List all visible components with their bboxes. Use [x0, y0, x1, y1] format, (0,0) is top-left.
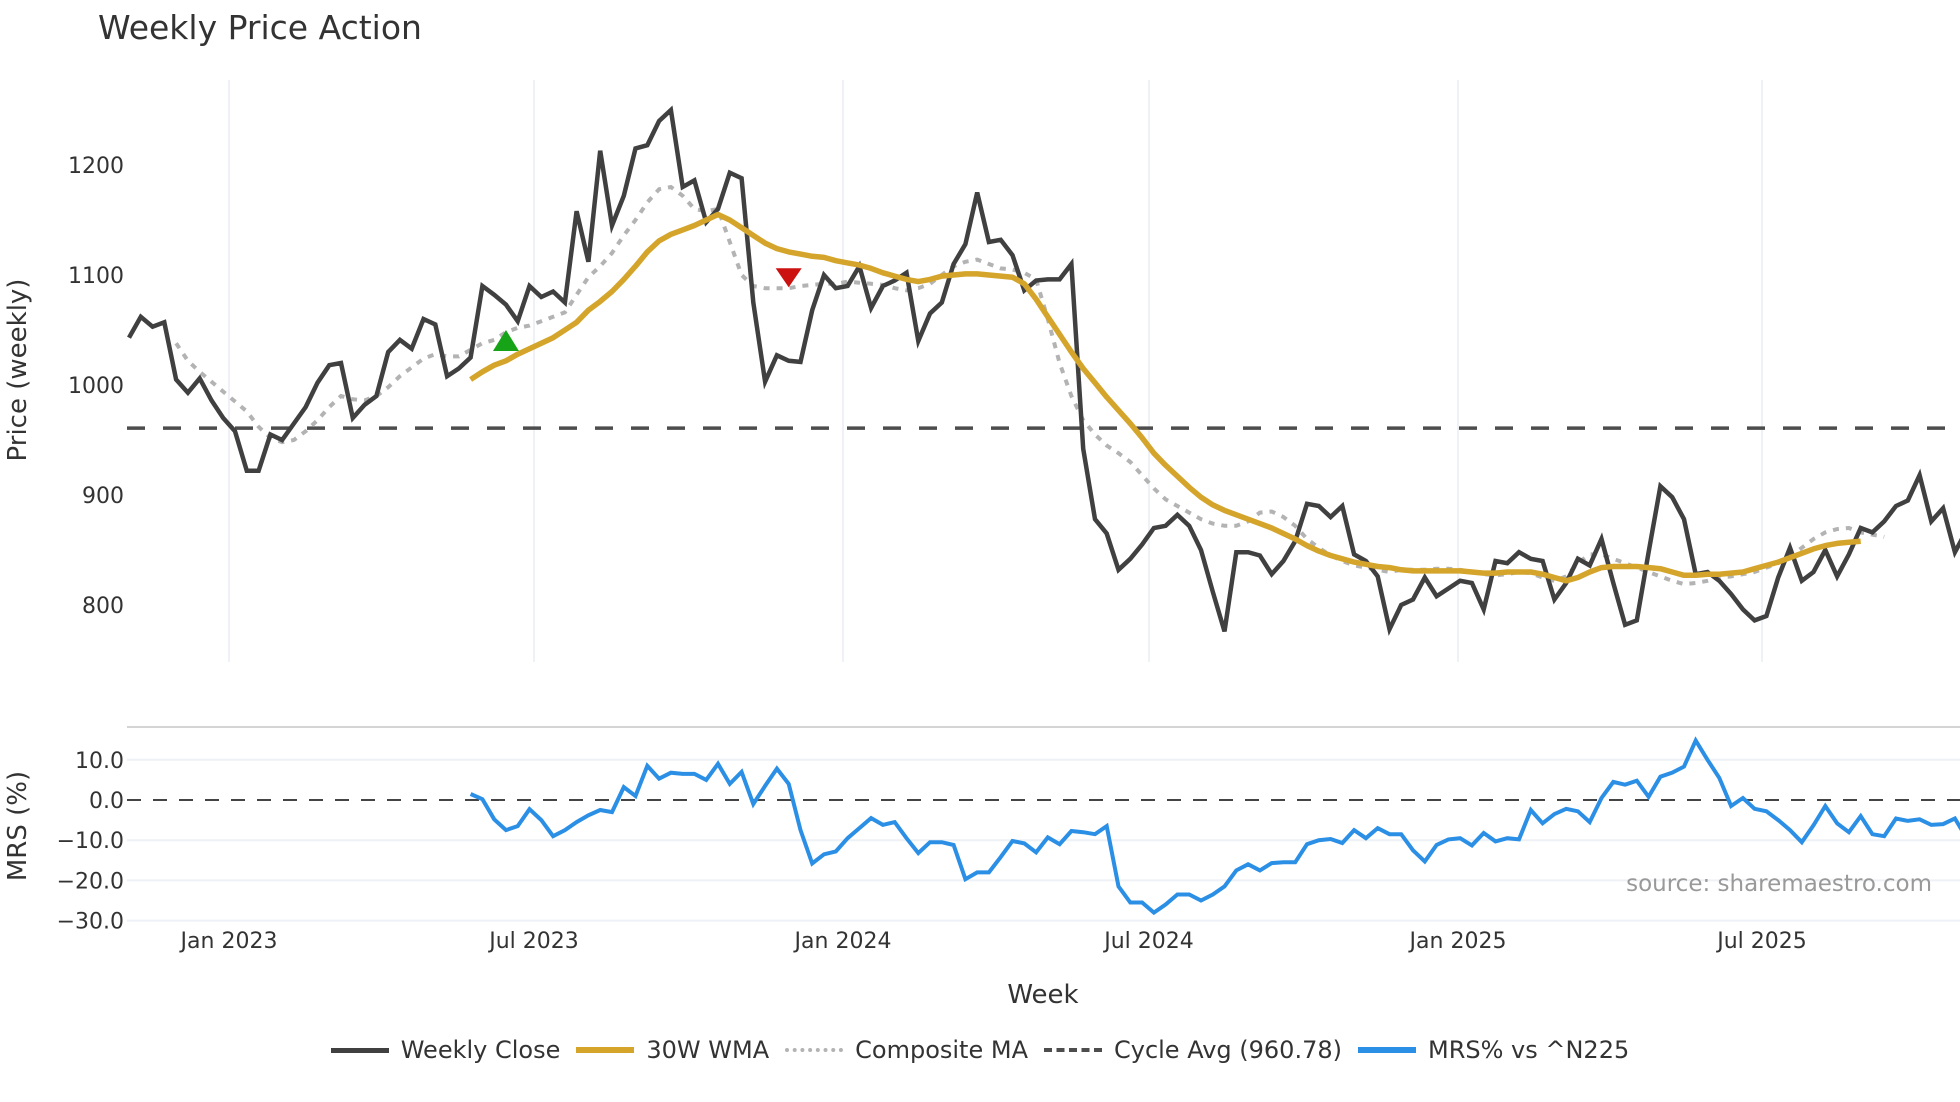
price-y-axis-title: Price (weekly): [3, 279, 33, 462]
x-axis-ticks: Jan 2023 Jul 2023 Jan 2024 Jul 2024 Jan 2025…: [179, 929, 1807, 954]
price-tick-label: 1200: [68, 154, 124, 179]
price-tick-label: 900: [82, 484, 124, 509]
wma-30w-line: [469, 211, 1861, 584]
composite-ma-line: [174, 184, 1885, 587]
chart-title: Weekly Price Action: [98, 8, 422, 47]
legend-swatch-dotted-gray-icon: [785, 1048, 844, 1052]
legend-label: Weekly Close: [400, 1036, 561, 1064]
legend-label: 30W WMA: [646, 1036, 770, 1064]
price-tick-label: 800: [82, 594, 124, 619]
legend-swatch-solid-dark-icon: [330, 1047, 389, 1053]
legend-item-composite-ma[interactable]: Composite MA: [785, 1036, 1028, 1064]
legend-label: MRS% vs ^N225: [1427, 1036, 1630, 1064]
x-tick-label: Jul 2023: [487, 929, 579, 954]
legend-item-30w-wma[interactable]: 30W WMA: [576, 1036, 769, 1064]
legend-label: Cycle Avg (960.78): [1113, 1036, 1342, 1064]
legend: Weekly Close 30W WMA Composite MA Cycle …: [0, 1036, 1960, 1064]
mrs-tick-label: −30.0: [57, 910, 124, 935]
mrs-line: [469, 736, 1960, 916]
mrs-tick-label: 10.0: [75, 749, 124, 774]
x-axis-title: Week: [1007, 980, 1078, 1010]
weekly-close-line: [127, 105, 1960, 636]
source-watermark: source: sharemaestro.com: [1626, 871, 1932, 897]
x-tick-label: Jul 2024: [1102, 929, 1194, 954]
price-y-axis-ticks: 800 900 1000 1100 1200: [68, 154, 124, 619]
mrs-tick-label: 0.0: [89, 789, 124, 814]
mrs-y-axis-ticks: −30.0 −20.0 −10.0 0.0 10.0: [57, 749, 124, 935]
legend-item-mrs[interactable]: MRS% vs ^N225: [1357, 1036, 1630, 1064]
legend-swatch-solid-blue-icon: [1357, 1047, 1416, 1053]
x-tick-label: Jul 2025: [1715, 929, 1807, 954]
price-tick-label: 1000: [68, 374, 124, 399]
sell-signal-triangle-down-icon: [775, 268, 802, 288]
legend-item-weekly-close[interactable]: Weekly Close: [330, 1036, 561, 1064]
legend-item-cycle-avg[interactable]: Cycle Avg (960.78): [1043, 1036, 1342, 1064]
mrs-tick-label: −10.0: [57, 829, 124, 854]
legend-swatch-dashed-gray-icon: [1043, 1048, 1102, 1052]
legend-swatch-solid-gold-icon: [576, 1047, 635, 1053]
mrs-y-axis-title: MRS (%): [3, 771, 33, 881]
x-tick-label: Jan 2024: [793, 929, 892, 954]
x-tick-label: Jan 2023: [179, 929, 278, 954]
mrs-tick-label: −20.0: [57, 869, 124, 894]
legend-label: Composite MA: [855, 1036, 1028, 1064]
x-tick-label: Jan 2025: [1408, 929, 1507, 954]
price-tick-label: 1100: [68, 264, 124, 289]
buy-signal-triangle-up-icon: [492, 330, 519, 351]
